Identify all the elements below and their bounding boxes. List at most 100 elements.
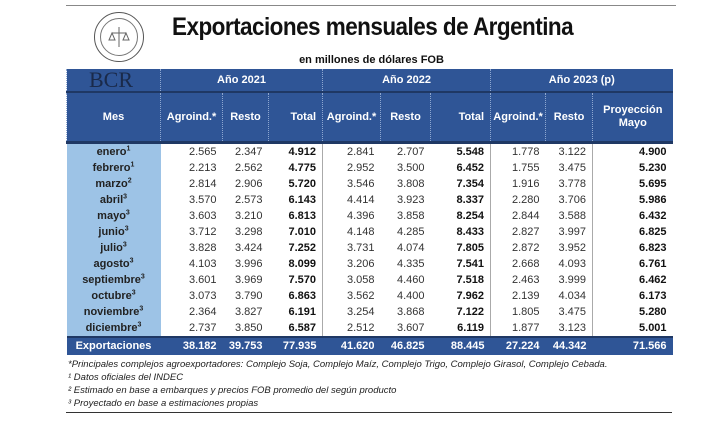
- value-cell: 2.573: [234, 194, 263, 206]
- col-header: Total: [430, 92, 491, 144]
- month-footnote-marker: 1: [130, 161, 135, 169]
- value-cell: 1.778: [512, 146, 540, 158]
- value-cell: 6.191: [268, 304, 324, 320]
- value-cell: 3.475: [545, 160, 594, 176]
- value-cell: 6.432: [639, 210, 667, 222]
- value-cell: 6.143: [268, 192, 324, 208]
- month-footnote-marker: 3: [123, 193, 128, 201]
- total-cell: 27.224: [490, 336, 546, 355]
- col-header-mes: Mes: [66, 92, 161, 144]
- value-cell: 1.877: [512, 322, 540, 334]
- value-cell: 1.805: [512, 306, 540, 318]
- month-footnote-marker: 1: [126, 145, 131, 153]
- table-row: junio3 3.712 3.298 7.010 4.148 4.285 8.433 2.82…: [66, 224, 673, 240]
- month-cell: diciembre3: [66, 320, 161, 337]
- value-cell: 1.916: [512, 178, 540, 190]
- value-cell: 2.139: [512, 290, 540, 302]
- value-cell: 2.814: [188, 178, 217, 190]
- value-cell: 2.280: [512, 194, 540, 206]
- col-header: Agroind.*: [160, 92, 223, 144]
- month-cell: junio3: [66, 224, 161, 240]
- month-label: diciembre: [85, 322, 138, 334]
- month-label: enero: [96, 146, 127, 158]
- value-cell: 3.206: [346, 258, 375, 270]
- value-cell: 3.952: [545, 240, 594, 256]
- total-cell: 38.182: [160, 336, 223, 355]
- value-cell: 3.712: [188, 226, 217, 238]
- bcr-seal-logo: [94, 12, 144, 62]
- value-cell: 4.074: [396, 242, 425, 254]
- value-cell: 2.565: [188, 146, 217, 158]
- month-label: septiembre: [82, 274, 141, 286]
- month-cell: septiembre3: [66, 272, 161, 288]
- value-cell: 5.695: [639, 178, 667, 190]
- value-cell: 5.001: [639, 322, 667, 334]
- value-cell: 3.546: [346, 178, 375, 190]
- value-cell: 7.962: [430, 288, 492, 304]
- value-cell: 7.518: [430, 272, 492, 288]
- value-cell: 5.280: [639, 306, 667, 318]
- value-cell: 3.996: [234, 258, 263, 270]
- col-header-proyeccion: Proyección Mayo: [592, 92, 673, 144]
- month-label: junio: [98, 226, 125, 238]
- value-cell: 2.872: [512, 242, 540, 254]
- value-cell: 4.460: [396, 274, 425, 286]
- page-subtitle: en millones de dólares FOB: [299, 54, 444, 66]
- month-cell: mayo3: [66, 208, 161, 224]
- exports-table: BCR Año 2021 Año 2022 Año 2023 (p) Mes A…: [66, 69, 673, 355]
- value-cell: 2.668: [512, 258, 540, 270]
- value-cell: 3.210: [234, 210, 263, 222]
- month-footnote-marker: 3: [129, 257, 134, 265]
- table-row: julio3 3.828 3.424 7.252 3.731 4.074 7.805 2.87…: [66, 240, 673, 256]
- value-cell: 4.285: [396, 226, 425, 238]
- month-footnote-marker: 3: [137, 321, 142, 329]
- value-cell: 3.778: [545, 176, 594, 192]
- value-cell: 3.808: [396, 178, 425, 190]
- value-cell: 3.122: [545, 142, 594, 160]
- month-footnote-marker: 3: [139, 305, 144, 313]
- month-label: julio: [100, 242, 123, 254]
- value-cell: 7.252: [268, 240, 324, 256]
- col-header: Agroind.*: [490, 92, 546, 144]
- col-header: Agroind.*: [322, 92, 381, 144]
- value-cell: 8.337: [430, 192, 492, 208]
- table-body: enero1 2.565 2.347 4.912 2.841 2.707 5.548 1.77…: [66, 142, 673, 355]
- value-cell: 3.424: [234, 242, 263, 254]
- value-cell: 2.952: [346, 162, 375, 174]
- value-cell: 3.601: [188, 274, 217, 286]
- value-cell: 6.462: [639, 274, 667, 286]
- group-header-2022: Año 2022: [322, 69, 491, 93]
- table-row: marzo2 2.814 2.906 5.720 3.546 3.808 7.354 1.91…: [66, 176, 673, 192]
- value-cell: 4.912: [268, 142, 324, 160]
- col-header: Resto: [545, 92, 593, 144]
- table-row: abril3 3.570 2.573 6.143 4.414 3.923 8.337 2.28…: [66, 192, 673, 208]
- total-cell: 46.825: [380, 336, 431, 355]
- month-footnote-marker: 2: [127, 177, 132, 185]
- month-label: marzo: [95, 178, 128, 190]
- value-cell: 3.997: [545, 224, 594, 240]
- value-cell: 6.813: [268, 208, 324, 224]
- table-row: enero1 2.565 2.347 4.912 2.841 2.707 5.548 1.77…: [66, 142, 673, 160]
- table-row: febrero1 2.213 2.562 4.775 2.952 3.500 6.452 1.…: [66, 160, 673, 176]
- month-label: mayo: [97, 210, 126, 222]
- value-cell: 2.707: [396, 146, 425, 158]
- value-cell: 2.841: [346, 146, 375, 158]
- value-cell: 3.607: [396, 322, 425, 334]
- value-cell: 6.825: [639, 226, 667, 238]
- month-label: noviembre: [83, 306, 140, 318]
- value-cell: 3.923: [396, 194, 425, 206]
- month-cell: enero1: [66, 142, 161, 160]
- month-footnote-marker: 3: [124, 225, 129, 233]
- value-cell: 2.827: [512, 226, 540, 238]
- total-cell: 71.566: [592, 336, 673, 355]
- value-cell: 2.347: [234, 146, 263, 158]
- month-footnote-marker: 3: [131, 289, 136, 297]
- total-cell: 88.445: [430, 336, 491, 355]
- month-footnote-marker: 3: [122, 241, 127, 249]
- seal-inner-ring: [100, 18, 138, 56]
- total-label: Exportaciones: [66, 336, 161, 355]
- value-cell: 3.603: [188, 210, 217, 222]
- month-cell: noviembre3: [66, 304, 161, 320]
- value-cell: 8.099: [268, 256, 324, 272]
- value-cell: 3.058: [346, 274, 375, 286]
